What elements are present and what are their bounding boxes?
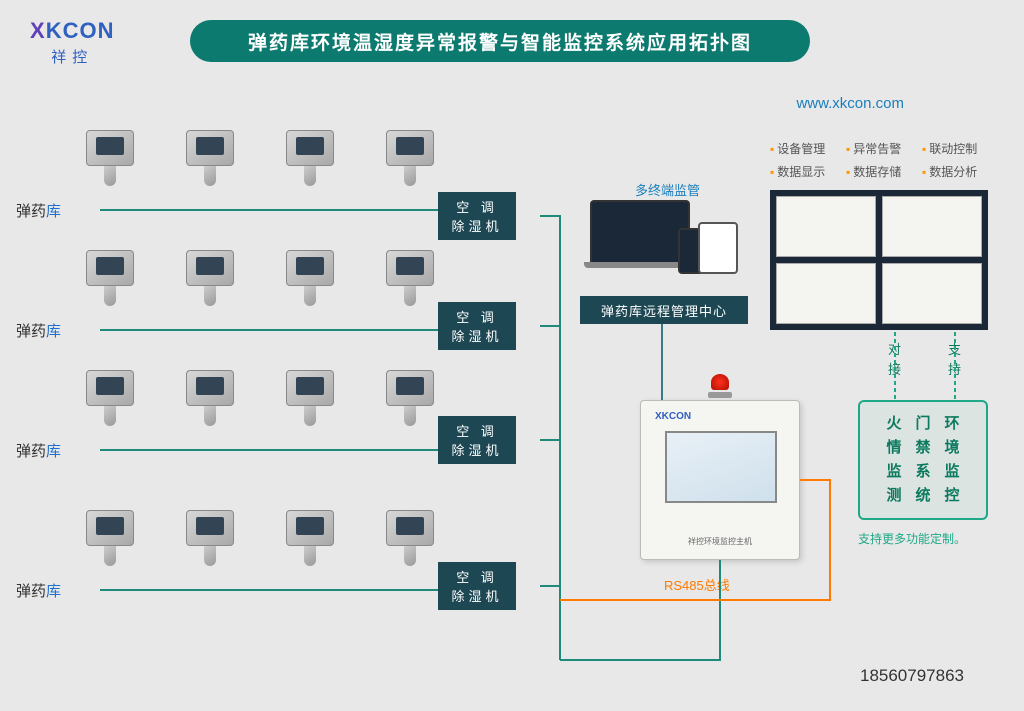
ac-dehumidifier-box: 空 调除湿机 — [438, 192, 516, 240]
sensor-icon — [380, 130, 440, 190]
sensor-icon — [380, 250, 440, 310]
row-label: 弹药库 — [16, 200, 61, 221]
sensor-icon — [280, 250, 340, 310]
monitor-screens — [770, 190, 988, 330]
feature-item: 联动控制 — [922, 140, 998, 157]
sensor-icon — [280, 130, 340, 190]
logo-letter-x: X — [30, 18, 46, 43]
sensor-icon — [180, 370, 240, 430]
feature-item: 数据显示 — [770, 163, 846, 180]
logo-subtitle: 祥控 — [30, 46, 114, 67]
green-link-left: 对接 — [888, 340, 902, 379]
sensor-icon — [80, 510, 140, 570]
logo: XKCON 祥控 — [30, 18, 114, 67]
rs485-label: RS485总线 — [664, 575, 730, 594]
controller-brand: XKCON — [655, 411, 691, 422]
sensor-icon — [380, 510, 440, 570]
tablet-icon — [698, 222, 738, 274]
sensor-icon — [280, 370, 340, 430]
screen-cell — [882, 263, 982, 324]
remote-center-label: 弹药库远程管理中心 — [580, 296, 748, 324]
extension-box: 火情监测门禁系统环境监控 — [858, 400, 988, 520]
title-text: 弹药库环境温湿度异常报警与智能监控系统应用拓扑图 — [248, 28, 752, 55]
extension-column: 门禁系统 — [915, 412, 930, 508]
sensor-icon — [180, 130, 240, 190]
controller-panel: XKCON 祥控环境监控主机 — [640, 400, 800, 560]
sensor-icon — [280, 510, 340, 570]
feature-list: 设备管理异常告警联动控制数据显示数据存储数据分析 — [770, 140, 1000, 186]
sensor-row — [80, 510, 440, 570]
sensor-icon — [180, 510, 240, 570]
ac-dehumidifier-box: 空 调除湿机 — [438, 416, 516, 464]
screen-cell — [776, 263, 876, 324]
sensor-icon — [380, 370, 440, 430]
extension-column: 火情监测 — [886, 412, 901, 508]
feature-item: 设备管理 — [770, 140, 846, 157]
green-link-right: 支持 — [948, 340, 962, 379]
feature-item: 数据存储 — [846, 163, 922, 180]
sensor-icon — [80, 130, 140, 190]
screen-cell — [882, 196, 982, 257]
laptop-icon — [590, 200, 690, 264]
alarm-light-icon — [708, 374, 732, 400]
controller-caption: 祥控环境监控主机 — [641, 536, 799, 547]
feature-item: 异常告警 — [846, 140, 922, 157]
sensor-icon — [80, 370, 140, 430]
sensor-icon — [80, 250, 140, 310]
extension-column: 环境监控 — [945, 412, 960, 508]
row-label: 弹药库 — [16, 320, 61, 341]
ac-dehumidifier-box: 空 调除湿机 — [438, 562, 516, 610]
phone-number: 18560797863 — [860, 666, 964, 686]
controller-screen — [665, 431, 777, 503]
terminal-devices — [590, 200, 730, 290]
row-label: 弹药库 — [16, 580, 61, 601]
feature-item: 数据分析 — [922, 163, 998, 180]
sensor-row — [80, 250, 440, 310]
terminal-label: 多终端监管 — [635, 180, 700, 199]
logo-kcon: KCON — [46, 18, 115, 43]
extension-note: 支持更多功能定制。 — [858, 530, 966, 547]
row-label: 弹药库 — [16, 440, 61, 461]
screen-cell — [776, 196, 876, 257]
website-url: www.xkcon.com — [796, 95, 904, 112]
sensor-icon — [180, 250, 240, 310]
title-bar: 弹药库环境温湿度异常报警与智能监控系统应用拓扑图 — [190, 20, 810, 62]
sensor-row — [80, 130, 440, 190]
sensor-row — [80, 370, 440, 430]
ac-dehumidifier-box: 空 调除湿机 — [438, 302, 516, 350]
